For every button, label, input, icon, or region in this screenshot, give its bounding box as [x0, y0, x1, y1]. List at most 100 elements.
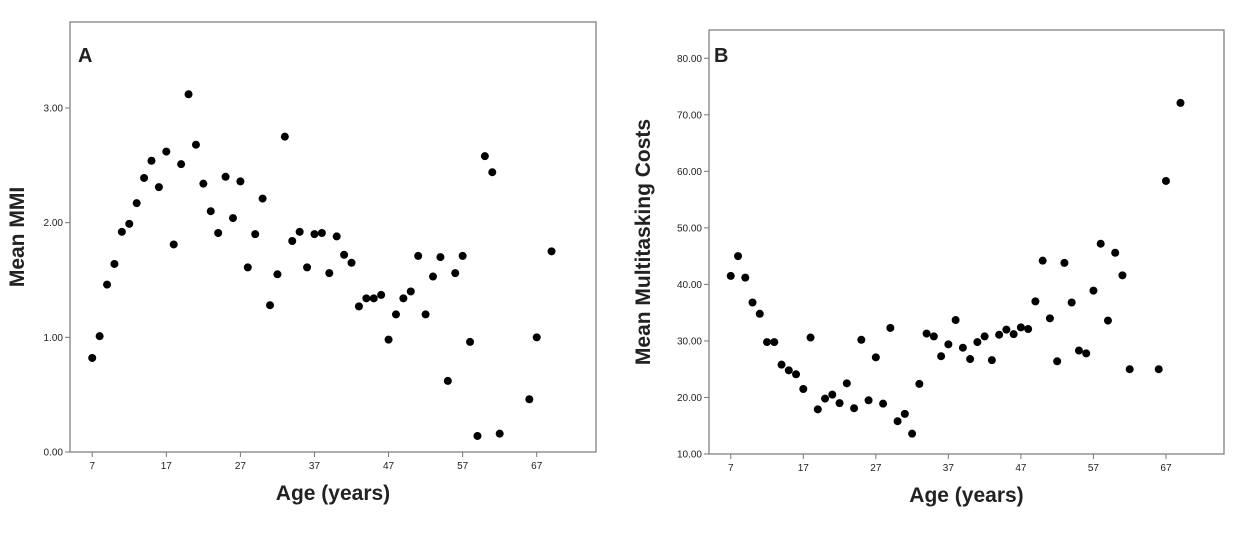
panel-a-points [88, 90, 556, 440]
panel-a-x-tick-label: 67 [531, 461, 543, 472]
panel-b-data-point [980, 332, 989, 341]
panel-b-data-point [922, 329, 931, 338]
panel-a-data-point [125, 219, 134, 228]
panel-b-data-point [850, 404, 859, 413]
panel-b-data-point [1176, 98, 1185, 107]
panel-b-x-tick-label: 67 [1160, 463, 1172, 474]
panel-b-data-point [864, 396, 873, 405]
panel-b-data-point [792, 370, 801, 379]
panel-b-data-point [900, 409, 909, 418]
panel-a-x-tick-label: 37 [309, 461, 321, 472]
panel-a-data-point [199, 179, 208, 188]
panel-a-x-tick-label: 7 [89, 461, 95, 472]
panel-b-data-point [1154, 365, 1163, 374]
panel-a-data-point [317, 228, 326, 237]
panel-a-letter: A [78, 45, 92, 67]
panel-b-x-tick-label: 7 [728, 463, 734, 474]
panel-a-data-point [88, 353, 97, 362]
panel-a-data-point [414, 251, 423, 260]
panel-b-y-tick-label: 30.00 [677, 336, 702, 347]
panel-b-points [726, 98, 1185, 438]
panel-a-data-point [332, 232, 341, 241]
panel-a-data-point [443, 376, 452, 385]
panel-a-x-axis-title: Age (years) [276, 482, 390, 505]
panel-b-y-tick-label: 60.00 [677, 167, 702, 178]
panel-b-y-tick-label: 50.00 [677, 223, 702, 234]
panel-a-data-point [280, 132, 289, 141]
panel-b-data-point [1016, 323, 1025, 332]
panel-a-data-point [525, 395, 534, 404]
panel-b-data-point [726, 271, 735, 280]
panel-b-y-axis-title: Mean Multitasking Costs [632, 119, 655, 365]
panel-a-x-tick-label: 17 [161, 461, 173, 472]
panel-b-y-tick-label: 70.00 [677, 110, 702, 121]
panel-b-data-point [1096, 239, 1105, 248]
panel-a-data-point [547, 247, 556, 256]
panel-a-data-point [362, 294, 371, 303]
panel-a-data-point [451, 269, 460, 278]
panel-b-data-point [1118, 271, 1127, 280]
panel-a-data-point [140, 173, 149, 182]
panel-b-data-point [763, 338, 772, 347]
panel-b-data-point [879, 399, 888, 408]
panel-a-y-tick-label: 2.00 [44, 218, 64, 229]
panel-a-data-point [236, 177, 245, 186]
panel-a-data-point [206, 207, 215, 216]
panel-a-data-point [480, 152, 489, 161]
panel-b-data-point [893, 417, 902, 426]
panel-b-data-point [944, 340, 953, 349]
panel-b-data-point [1089, 286, 1098, 295]
panel-a-data-point [391, 310, 400, 319]
panel-a-ticks: 7 17 27 37 47 57 67 0.00 1.00 2.00 3.00 [44, 104, 543, 473]
panel-a-data-point [251, 230, 260, 239]
panel-b-data-point [770, 338, 779, 347]
panel-a-x-tick-label: 57 [457, 461, 469, 472]
panel-b-x-tick-label: 57 [1088, 463, 1100, 474]
panel-b-data-point [813, 405, 822, 414]
panel-a-data-point [384, 335, 393, 344]
panel-b-data-point [987, 356, 996, 365]
panel-a-data-point [214, 228, 223, 237]
panel-a-data-point [473, 431, 482, 440]
panel-b-data-point [799, 384, 808, 393]
panel-b-data-point [748, 298, 757, 307]
panel-b-data-point [1082, 349, 1091, 358]
panel-b-x-axis-title: Age (years) [909, 484, 1023, 507]
panel-b-plot-area [708, 29, 1225, 455]
panel-b-data-point [1125, 365, 1134, 374]
panel-b-x-tick-label: 27 [870, 463, 882, 474]
panel-a-data-point [132, 199, 141, 208]
panel-b-data-point [1002, 325, 1011, 334]
panel-a-data-point [421, 310, 430, 319]
panel-a-x-tick-label: 27 [235, 461, 247, 472]
panel-b-data-point [1009, 330, 1018, 339]
panel-a: A Age (years) Mean MMI 7 17 27 37 47 57 67 0.00… [6, 21, 597, 505]
panel-a-data-point [429, 272, 438, 281]
panel-a-data-point [466, 337, 475, 346]
panel-b-data-point [973, 338, 982, 347]
panel-b-data-point [1067, 298, 1076, 307]
panel-a-data-point [221, 172, 230, 181]
panel-b: B Age (years) Mean Multitasking Costs 7 1… [632, 29, 1225, 507]
panel-a-data-point [303, 263, 312, 272]
panel-b-data-point [784, 366, 793, 375]
panel-b-x-tick-label: 37 [943, 463, 955, 474]
panel-b-data-point [1053, 357, 1062, 366]
panel-a-data-point [273, 270, 282, 279]
panel-b-data-point [915, 379, 924, 388]
panel-a-data-point [399, 294, 408, 303]
panel-a-data-point [154, 183, 163, 192]
panel-b-data-point [1024, 325, 1033, 334]
panel-b-data-point [741, 273, 750, 282]
panel-a-data-point [95, 332, 104, 341]
panel-b-data-point [929, 332, 938, 341]
panel-b-ticks: 7 17 27 37 47 57 67 10.00 20.00 30.00 40.00 50.00 60… [677, 54, 1172, 474]
panel-a-data-point [103, 280, 112, 289]
panel-b-data-point [995, 330, 1004, 339]
panel-a-data-point [377, 290, 386, 299]
panel-b-data-point [951, 316, 960, 325]
panel-a-data-point [325, 269, 334, 278]
panel-b-y-tick-label: 20.00 [677, 393, 702, 404]
